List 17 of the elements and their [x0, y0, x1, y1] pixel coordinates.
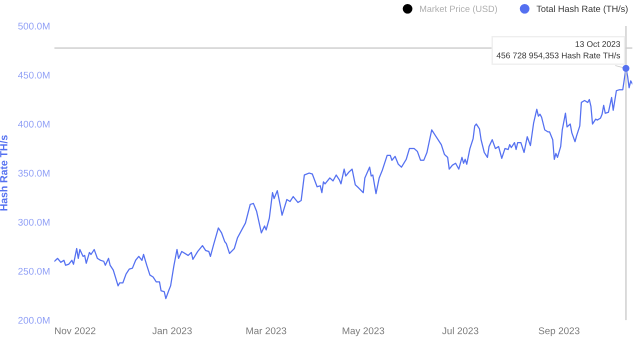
- legend-label: Market Price (USD): [420, 5, 498, 14]
- x-tick-label: Jul 2023: [442, 327, 478, 334]
- x-tick-label: Jan 2023: [152, 327, 192, 334]
- y-tick-label: 350.0M: [18, 170, 50, 177]
- annotation: 13 Oct 2023 456 728 954,353 Hash Rate TH/s: [496, 41, 620, 60]
- x-tick-label: Mar 2023: [246, 327, 286, 334]
- y-tick-label: 500.0M: [18, 22, 50, 30]
- y-tick-label: 250.0M: [18, 268, 50, 275]
- y-tick-label: 400.0M: [18, 120, 50, 128]
- x-tick-label: Nov 2022: [55, 327, 96, 334]
- y-axis-title: Hash Rate TH/s: [0, 135, 8, 211]
- x-tick-label: May 2023: [342, 327, 384, 336]
- y-tick-label: 300.0M: [18, 218, 50, 226]
- legend-label: Total Hash Rate (TH/s): [536, 5, 628, 14]
- y-tick-label: 450.0M: [18, 72, 50, 79]
- x-tick-label: Sep 2023: [538, 327, 580, 336]
- y-tick-label: 200.0M: [18, 316, 50, 324]
